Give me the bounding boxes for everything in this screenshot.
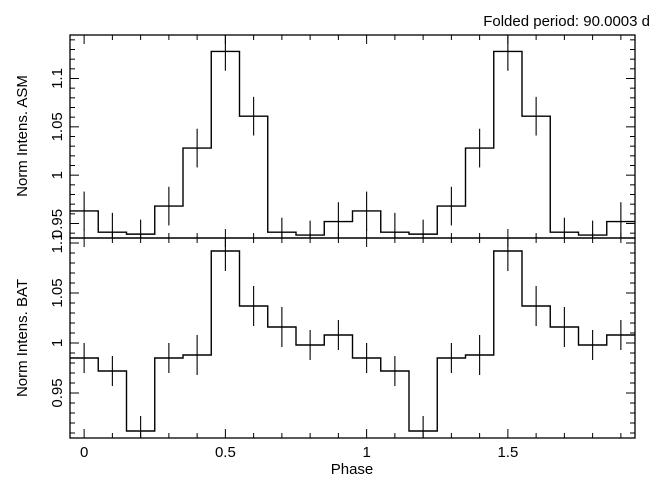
asm-histogram-series xyxy=(70,35,635,238)
phase-x-axis-label: Phase xyxy=(331,461,374,478)
asm-y-tick-label: 0.95 xyxy=(49,209,66,238)
phase-x-tick-label: 0.5 xyxy=(215,444,236,461)
bat-y-tick-labels: 0.95 1 1.05 1.1 xyxy=(49,233,66,408)
asm-panel: 0.95 1 1.05 1.1 Norm Intens. ASM xyxy=(14,34,636,239)
bat-y-axis-label: Norm Intens. BAT xyxy=(14,279,31,397)
bat-histogram-step-line xyxy=(70,250,635,432)
asm-histogram-step-line xyxy=(70,50,635,236)
bat-panel: 0.95 1 1.05 1.1 0 0.5 1 1.5 Norm Intens. BAT P… xyxy=(14,233,636,478)
bat-y-tick-label: 1 xyxy=(49,339,66,347)
asm-panel-ticks xyxy=(70,35,635,238)
phase-x-tick-label: 1 xyxy=(362,444,370,461)
phase-x-tick-label: 1.5 xyxy=(497,444,518,461)
bat-panel-ticks xyxy=(70,238,635,438)
bat-y-tick-label: 1.05 xyxy=(49,278,66,307)
phase-x-tick-label: 0 xyxy=(80,444,88,461)
asm-y-axis-label: Norm Intens. ASM xyxy=(14,75,31,197)
phase-x-tick-labels: 0 0.5 1 1.5 xyxy=(80,444,518,461)
bat-plot-frame xyxy=(69,237,636,439)
bat-y-tick-label: 0.95 xyxy=(49,378,66,407)
bat-histogram-series xyxy=(70,238,635,438)
asm-y-tick-label: 1.1 xyxy=(49,68,66,89)
folded-period-label: Folded period: 90.0003 d xyxy=(483,13,650,30)
asm-y-tick-label: 1 xyxy=(49,171,66,179)
asm-y-tick-labels: 0.95 1 1.05 1.1 xyxy=(49,68,66,238)
asm-y-tick-label: 1.05 xyxy=(49,112,66,141)
bat-y-tick-label: 1.1 xyxy=(49,233,66,254)
